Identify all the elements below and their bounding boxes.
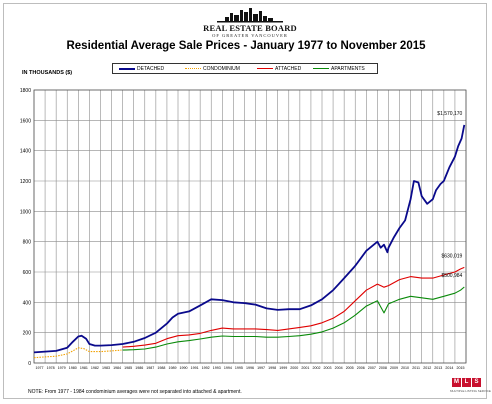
legend: DETACHED CONDOMINIUM ATTACHED APARTMENTS [112,63,378,74]
y-tick-label: 800 [23,240,32,246]
y-tick-label: 200 [23,331,32,337]
legend-label-apartments: APARTMENTS [331,66,365,72]
y-tick-label: 1200 [20,179,31,185]
x-tick-label: 1988 [157,366,165,370]
x-tick-label: 1992 [202,366,210,370]
data-label-attached: $630,019 [441,253,462,259]
logo-name: REAL ESTATE BOARD [203,23,297,33]
legend-label-condominium: CONDOMINIUM [203,66,240,72]
series-line-condominium [33,347,122,359]
series-line-apartments [122,286,465,351]
y-tick-label: 400 [23,300,32,306]
data-label-detached: $1,570,170 [437,111,462,117]
mls-logo-caption: MULTIPLE LISTING SERVICE [450,389,491,393]
x-tick-label: 2006 [357,366,365,370]
x-tick-label: 1993 [213,366,221,370]
data-label-apartments: $500,984 [441,273,462,279]
x-tick-label: 2013 [434,366,442,370]
x-tick-label: 1986 [135,366,143,370]
x-tick-label: 2009 [390,366,398,370]
x-tick-label: 1977 [36,366,44,370]
legend-swatch-attached [257,68,273,69]
x-tick-label: 2002 [312,366,320,370]
series-line-detached [33,124,466,354]
footnote: NOTE: From 1977 - 1984 condominium avera… [28,389,242,395]
x-tick-label: 2001 [301,366,309,370]
x-tick-label: 2008 [379,366,387,370]
x-tick-label: 1985 [124,366,132,370]
x-tick-label: 1987 [146,366,154,370]
board-logo: REAL ESTATE BOARD OF GREATER VANCOUVER [195,6,305,42]
legend-label-attached: ATTACHED [275,66,302,72]
mls-logo: M L S MULTIPLE LISTING SERVICE [450,378,491,396]
x-tick-label: 2005 [346,366,354,370]
skyline-icon [217,8,283,23]
y-tick-label: 600 [23,270,32,276]
legend-swatch-condominium [185,68,201,69]
x-tick-label: 1999 [279,366,287,370]
mls-logo-letter-l: L [462,378,471,387]
logo-subtitle: OF GREATER VANCOUVER [212,33,288,38]
x-tick-label: 1983 [102,366,110,370]
mls-logo-letter-m: M [452,378,461,387]
mls-logo-letter-s: S [472,378,481,387]
y-tick-label: 1400 [20,149,31,155]
x-tick-label: 1990 [180,366,188,370]
x-tick-label: 2010 [401,366,409,370]
plot-area [33,89,467,364]
x-tick-label: 1984 [113,366,121,370]
y-axis-label: IN THOUSANDS ($) [22,70,73,76]
y-tick-label: 1800 [20,88,31,94]
x-tick-label: 1997 [257,366,265,370]
x-tick-label: 1991 [191,366,199,370]
x-tick-label: 2012 [423,366,431,370]
chart-title: Residential Average Sale Prices - Januar… [66,40,426,52]
x-tick-label: 2007 [368,366,376,370]
x-tick-label: 1979 [58,366,66,370]
legend-swatch-detached [119,68,135,70]
x-tick-label: 2014 [445,366,453,370]
x-tick-label: 2015 [456,366,464,370]
legend-swatch-apartments [313,68,329,69]
chart-frame [3,3,487,399]
x-tick-label: 1995 [235,366,243,370]
x-tick-label: 1989 [168,366,176,370]
x-tick-label: 2000 [290,366,298,370]
legend-label-detached: DETACHED [137,66,165,72]
x-tick-label: 1996 [246,366,254,370]
x-tick-label: 1981 [80,366,88,370]
y-tick-label: 1000 [20,209,31,215]
x-tick-label: 1998 [268,366,276,370]
y-tick-label: 0 [28,361,31,367]
x-tick-label: 2003 [324,366,332,370]
x-tick-label: 1980 [69,366,77,370]
x-tick-label: 1982 [91,366,99,370]
x-tick-label: 1994 [224,366,232,370]
y-tick-label: 1600 [20,118,31,124]
series-line-attached [122,266,465,348]
x-tick-label: 1978 [47,366,55,370]
x-tick-label: 2011 [412,366,420,370]
x-tick-label: 2004 [335,366,343,370]
